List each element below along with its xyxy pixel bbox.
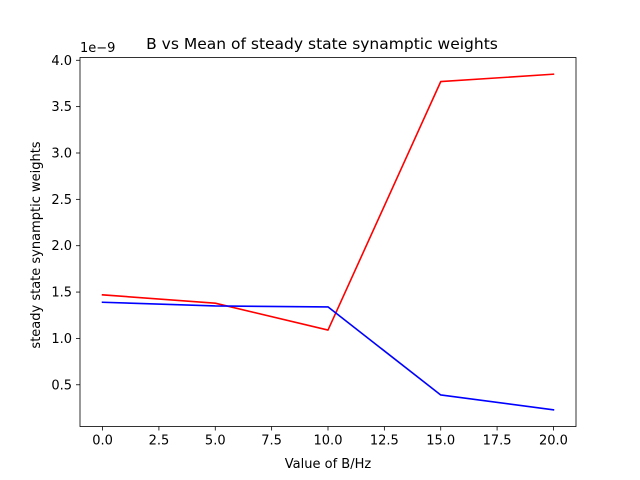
y-axis-offset-text: 1e−9 bbox=[80, 41, 115, 56]
x-tick-label: 2.5 bbox=[149, 434, 170, 449]
axis-ticks: 0.0 2.5 5.0 7.5 10.0 12.5 15.0 17.5 20.0 0.5 1.0 1.… bbox=[51, 54, 568, 449]
series-line-1 bbox=[101, 73, 555, 331]
y-tick-label: 3.0 bbox=[51, 146, 72, 161]
y-tick-label: 4.0 bbox=[51, 54, 72, 69]
y-tick-label: 3.5 bbox=[51, 100, 72, 115]
x-tick-label: 7.5 bbox=[261, 434, 282, 449]
x-tick-label: 15.0 bbox=[426, 434, 455, 449]
chart-title: B vs Mean of steady state synamptic weig… bbox=[146, 35, 498, 53]
x-tick-label: 10.0 bbox=[314, 434, 343, 449]
y-tick-label: 2.5 bbox=[51, 193, 72, 208]
x-tick-label: 20.0 bbox=[539, 434, 568, 449]
x-tick-label: 12.5 bbox=[370, 434, 399, 449]
x-tick-label: 0.0 bbox=[92, 434, 113, 449]
y-tick-label: 2.0 bbox=[51, 239, 72, 254]
y-tick-label: 0.5 bbox=[51, 378, 72, 393]
y-tick-label: 1.0 bbox=[51, 332, 72, 347]
plot-area-frame bbox=[79, 57, 577, 427]
series-line-2 bbox=[101, 301, 555, 411]
y-axis-label: steady state synamptic weights bbox=[29, 141, 44, 348]
x-axis-label: Value of B/Hz bbox=[285, 457, 372, 472]
series-lines bbox=[101, 73, 555, 411]
x-tick-label: 17.5 bbox=[483, 434, 512, 449]
x-tick-label: 5.0 bbox=[205, 434, 226, 449]
y-tick-label: 1.5 bbox=[51, 286, 72, 301]
